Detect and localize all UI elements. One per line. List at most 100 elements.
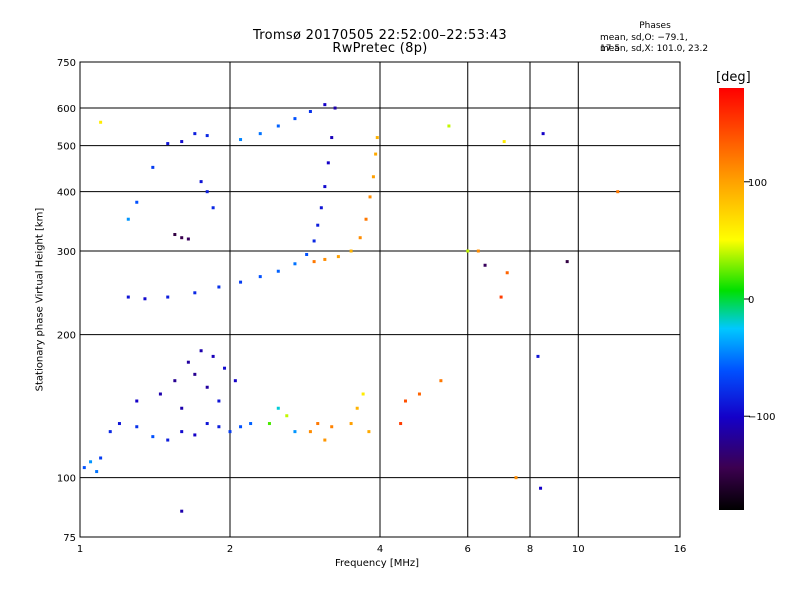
data-point (285, 414, 289, 418)
data-point (199, 180, 203, 184)
data-point (239, 138, 243, 142)
data-point (239, 425, 243, 429)
data-point (447, 124, 451, 128)
data-point (361, 392, 365, 396)
data-point (355, 406, 359, 410)
data-point (180, 509, 184, 513)
y-tick-label: 750 (57, 58, 76, 69)
data-point (374, 152, 378, 156)
data-point (108, 430, 112, 434)
data-point (99, 120, 103, 124)
y-axis-label: Stationary phase Virtual Height [km] (34, 207, 46, 392)
data-point (158, 392, 162, 396)
data-point (483, 263, 487, 267)
data-point (205, 422, 209, 426)
data-point (539, 486, 543, 490)
data-point (308, 109, 312, 113)
data-point (151, 165, 155, 169)
colorbar-unit: [deg] (716, 70, 751, 85)
data-point (502, 140, 506, 144)
data-point (293, 262, 297, 266)
data-point (193, 132, 197, 136)
data-point (330, 136, 334, 140)
data-point (186, 237, 190, 241)
data-point (126, 217, 130, 221)
data-point (476, 249, 480, 253)
info-mean-x: mean, sd,X: 101.0, 23.2 (600, 44, 709, 54)
data-point (323, 257, 327, 261)
data-point (89, 460, 93, 464)
data-point (293, 117, 297, 121)
data-point (399, 422, 403, 426)
x-tick-label: 10 (572, 544, 585, 555)
data-point (233, 379, 237, 383)
data-point (323, 438, 327, 442)
data-point (205, 385, 209, 389)
data-point (358, 236, 362, 240)
data-point (217, 425, 221, 429)
data-point (367, 430, 371, 434)
data-point (439, 379, 443, 383)
data-point (312, 239, 316, 243)
data-point (126, 295, 130, 299)
data-point (205, 190, 209, 194)
data-point (276, 406, 280, 410)
data-point (336, 255, 340, 259)
data-point (211, 206, 215, 210)
colorbar (719, 88, 744, 510)
y-tick-label: 500 (57, 142, 76, 153)
data-point (323, 103, 327, 107)
data-point (239, 280, 243, 284)
colorbar-tick-label: 0 (748, 295, 754, 306)
data-point (217, 285, 221, 289)
data-point (173, 233, 177, 237)
data-point (258, 275, 262, 279)
y-tick-label: 100 (57, 474, 76, 485)
data-point (333, 106, 337, 110)
data-point (326, 161, 330, 165)
y-tick-label: 300 (57, 247, 76, 258)
info-heading: Phases (639, 21, 671, 31)
data-point (349, 422, 353, 426)
data-point (166, 142, 170, 146)
data-point (305, 252, 309, 256)
data-point (276, 124, 280, 128)
data-point (312, 260, 316, 264)
data-point (417, 392, 421, 396)
x-tick-label: 8 (527, 544, 533, 555)
data-point (205, 134, 209, 138)
data-point (82, 466, 86, 470)
y-tick-labels: 750 600 500 400 300 200 100 75 (57, 58, 76, 544)
data-point (371, 175, 375, 179)
data-point (135, 200, 139, 204)
data-point (249, 422, 253, 426)
data-point (364, 217, 368, 221)
y-tick-label: 600 (57, 104, 76, 115)
x-tick-label: 4 (377, 544, 383, 555)
data-point (308, 430, 312, 434)
data-point (173, 379, 177, 383)
data-point (135, 399, 139, 403)
data-point (135, 425, 139, 429)
data-point (199, 349, 203, 353)
data-point (276, 269, 280, 273)
x-tick-label: 16 (674, 544, 687, 555)
data-point (95, 470, 99, 474)
x-tick-label: 1 (77, 544, 83, 555)
data-point (267, 422, 271, 426)
data-point (368, 195, 372, 199)
colorbar-tick-label: 100 (748, 178, 767, 189)
data-point (180, 406, 184, 410)
data-point (180, 430, 184, 434)
data-point (536, 354, 540, 358)
colorbar-tick-label: −100 (748, 412, 775, 423)
data-point (258, 132, 262, 136)
data-point (375, 136, 379, 140)
data-point (514, 476, 518, 480)
x-tick-label: 2 (227, 544, 233, 555)
data-point (319, 206, 323, 210)
data-point (166, 438, 170, 442)
data-point (217, 399, 221, 403)
data-point (99, 456, 103, 460)
grid-lines (80, 62, 680, 537)
